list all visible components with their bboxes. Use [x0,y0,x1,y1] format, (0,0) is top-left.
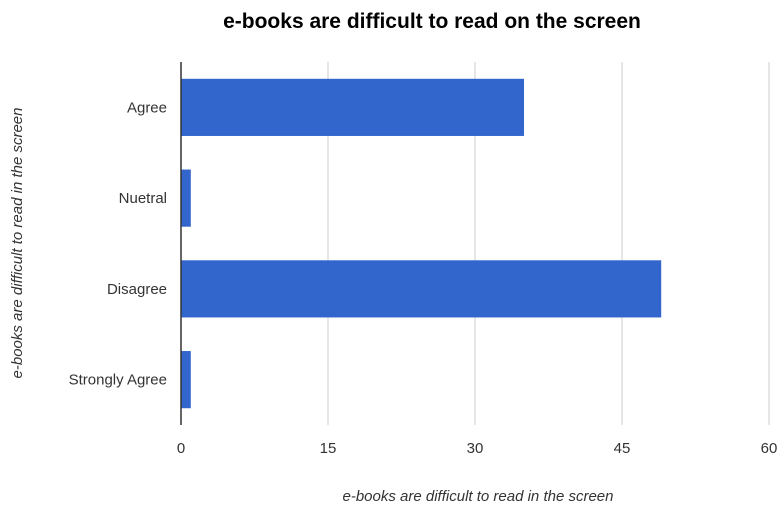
y-tick-label: Strongly Agree [69,372,167,389]
y-tick-label: Nuetral [119,190,167,207]
x-tick-labels: 0 15 30 45 60 [177,440,778,457]
x-tick-label: 15 [320,440,337,457]
y-tick-labels: Agree Nuetral Disagree Strongly Agree [69,99,167,388]
x-tick-label: 30 [467,440,484,457]
bar [181,169,191,227]
bar [181,260,662,318]
y-tick-label: Disagree [107,281,167,298]
bar [181,78,524,136]
x-tick-label: 0 [177,440,185,457]
x-tick-label: 60 [761,440,778,457]
chart-title: e-books are difficult to read on the scr… [223,10,641,33]
y-tick-label: Agree [127,99,167,116]
x-axis-title: e-books are difficult to read in the scr… [343,488,614,505]
y-axis-title: e-books are difficult to read in the scr… [9,108,26,379]
x-tick-label: 45 [614,440,631,457]
bars [181,78,662,409]
bar [181,351,191,409]
